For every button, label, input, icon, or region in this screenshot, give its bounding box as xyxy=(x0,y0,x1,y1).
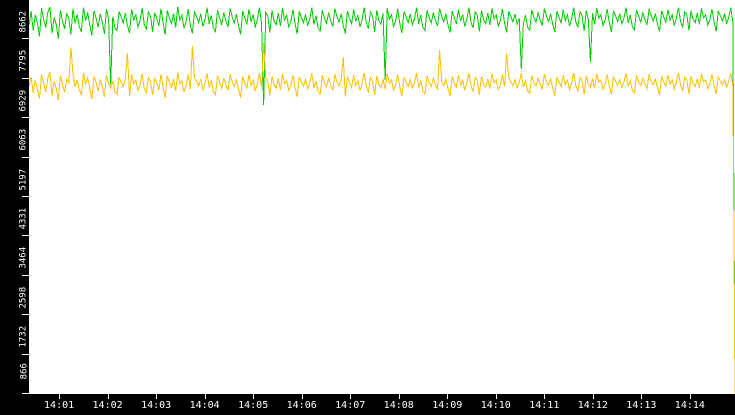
x-tick-mark xyxy=(495,394,497,399)
x-tick-label: 14:05 xyxy=(238,400,269,411)
x-tick-label: 14:14 xyxy=(674,400,705,411)
x-tick-label: 14:04 xyxy=(189,400,220,411)
x-tick-mark xyxy=(592,394,594,399)
x-tick-mark xyxy=(398,394,400,399)
x-tick-label: 14:08 xyxy=(383,400,414,411)
x-tick-mark xyxy=(689,394,691,399)
y-axis: 0866173225983464433151976063692977958662 xyxy=(0,0,29,402)
x-tick-mark xyxy=(107,394,109,399)
y-tick-label: 1732 xyxy=(19,326,29,348)
x-tick-mark xyxy=(156,394,158,399)
y-tick-mark xyxy=(22,196,29,197)
y-tick-mark xyxy=(22,156,29,158)
plot-area[interactable] xyxy=(29,0,735,394)
y-tick-label: 2598 xyxy=(19,286,29,309)
x-tick-mark xyxy=(641,394,643,399)
y-tick-mark xyxy=(22,274,29,276)
x-tick-mark xyxy=(204,394,206,399)
x-tick-label: 14:09 xyxy=(432,400,463,411)
series-green-line xyxy=(29,6,735,394)
y-tick-label: 3464 xyxy=(19,247,29,269)
y-tick-label: 8662 xyxy=(19,10,29,33)
plot-canvas xyxy=(29,6,735,394)
y-tick-mark xyxy=(22,77,29,79)
y-tick-mark xyxy=(22,353,29,355)
y-tick-label: 7795 xyxy=(19,50,29,72)
x-tick-label: 14:03 xyxy=(141,400,172,411)
y-tick-mark xyxy=(22,314,29,316)
y-tick-label: 6063 xyxy=(19,129,29,151)
x-tick-label: 14:12 xyxy=(577,400,608,411)
y-tick-label: 866 xyxy=(19,362,29,379)
y-tick-mark xyxy=(22,38,29,40)
x-tick-label: 14:01 xyxy=(44,400,75,411)
x-axis: 14:01 14:02 14:03 14:04 14:05 14:06 14:07 14:08… xyxy=(0,394,735,415)
x-tick-label: 14:13 xyxy=(626,400,657,411)
y-tick-label: 5197 xyxy=(19,168,29,191)
x-tick-mark xyxy=(447,394,449,399)
x-tick-mark xyxy=(544,394,546,399)
y-tick-label: 6929 xyxy=(19,89,29,112)
y-tick-mark xyxy=(22,117,29,119)
x-tick-mark xyxy=(253,394,255,399)
x-tick-mark xyxy=(59,394,61,399)
axis-corner xyxy=(0,394,29,415)
x-tick-label: 14:06 xyxy=(286,400,317,411)
y-tick-label: 4331 xyxy=(19,207,29,230)
y-tick-mark xyxy=(22,235,29,237)
x-tick-mark xyxy=(301,394,303,399)
series-orange-line xyxy=(29,42,735,394)
x-tick-mark xyxy=(350,394,352,399)
x-tick-label: 14:02 xyxy=(92,400,123,411)
x-tick-label: 14:11 xyxy=(529,400,560,411)
x-tick-label: 14:07 xyxy=(335,400,366,411)
y-tick-mark xyxy=(22,393,29,394)
x-tick-label: 14:10 xyxy=(480,400,511,411)
